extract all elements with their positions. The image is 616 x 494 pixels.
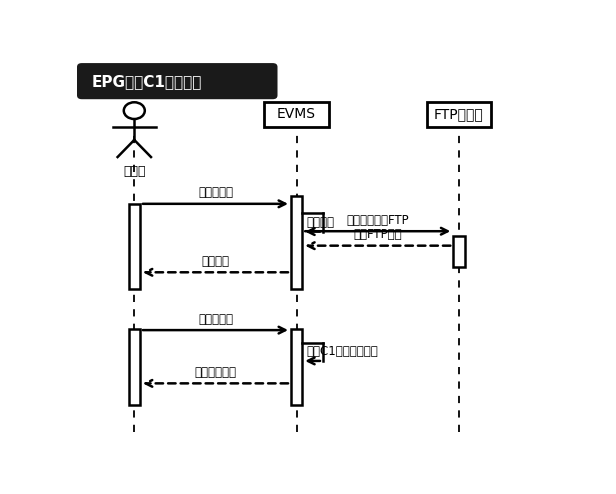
Bar xyxy=(291,329,302,406)
Text: EVMS: EVMS xyxy=(277,107,316,122)
Text: 源码包下发中: 源码包下发中 xyxy=(195,366,237,379)
Bar xyxy=(453,236,464,267)
Bar xyxy=(264,102,329,127)
Bar xyxy=(291,196,302,289)
Bar xyxy=(427,102,491,127)
Text: 返回FTP路径: 返回FTP路径 xyxy=(354,228,402,241)
Text: 生成C1下发定时任务: 生成C1下发定时任务 xyxy=(306,345,378,358)
Text: 保存成功: 保存成功 xyxy=(201,255,229,268)
Text: 将源码包上传FTP: 将源码包上传FTP xyxy=(346,213,409,227)
Bar xyxy=(129,204,140,289)
Text: EPG源码C1下发流程: EPG源码C1下发流程 xyxy=(91,74,201,89)
Text: 操作员: 操作员 xyxy=(123,165,145,178)
Text: FTP服务器: FTP服务器 xyxy=(434,107,484,122)
Bar xyxy=(129,329,140,406)
Text: 上传源码包: 上传源码包 xyxy=(198,186,233,199)
FancyBboxPatch shape xyxy=(77,63,278,99)
Text: 下发源码包: 下发源码包 xyxy=(198,313,233,326)
Text: 数据入库: 数据入库 xyxy=(306,215,334,229)
